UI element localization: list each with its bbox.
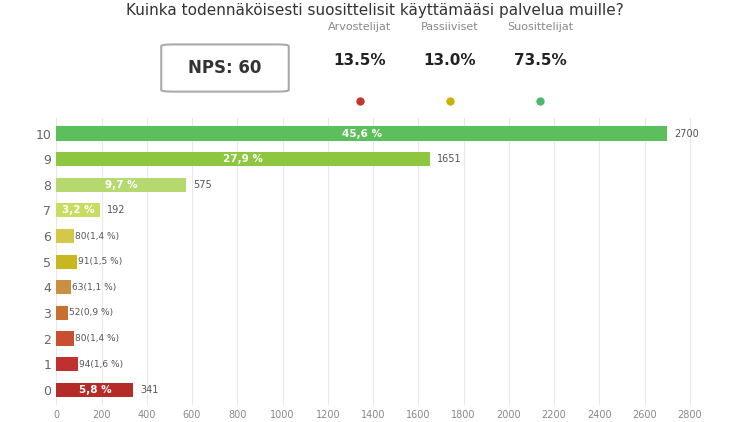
Bar xyxy=(56,178,186,192)
Bar xyxy=(56,229,74,243)
Text: 2700: 2700 xyxy=(674,129,699,138)
Text: 63(1,1 %): 63(1,1 %) xyxy=(72,283,116,292)
Bar xyxy=(56,331,74,346)
Text: 3,2 %: 3,2 % xyxy=(62,206,94,215)
Bar xyxy=(56,357,77,371)
Bar xyxy=(56,203,100,217)
FancyBboxPatch shape xyxy=(161,44,289,92)
Bar xyxy=(56,127,668,141)
Text: 13.0%: 13.0% xyxy=(424,53,476,68)
Text: NPS: 60: NPS: 60 xyxy=(188,59,262,77)
Text: Kuinka todennäköisesti suosittelisit käyttämääsi palvelua muille?: Kuinka todennäköisesti suosittelisit käy… xyxy=(126,3,624,18)
Text: 27,9 %: 27,9 % xyxy=(223,154,263,164)
Text: 1651: 1651 xyxy=(436,154,461,164)
Text: Passiiviset: Passiiviset xyxy=(422,22,478,32)
Text: Arvostelijat: Arvostelijat xyxy=(328,22,392,32)
Text: 575: 575 xyxy=(194,180,212,190)
Bar xyxy=(56,306,68,320)
Text: 80(1,4 %): 80(1,4 %) xyxy=(76,334,119,343)
Text: 52(0,9 %): 52(0,9 %) xyxy=(69,308,113,317)
Text: 73.5%: 73.5% xyxy=(514,53,566,68)
Text: 341: 341 xyxy=(140,385,158,395)
Text: 91(1,5 %): 91(1,5 %) xyxy=(78,257,122,266)
Text: 13.5%: 13.5% xyxy=(334,53,386,68)
Text: 192: 192 xyxy=(106,206,125,215)
Text: Suosittelijat: Suosittelijat xyxy=(507,22,573,32)
Text: 94(1,6 %): 94(1,6 %) xyxy=(79,360,123,369)
Bar xyxy=(56,280,70,294)
Text: 9,7 %: 9,7 % xyxy=(105,180,137,190)
Bar xyxy=(56,152,430,166)
Text: 5,8 %: 5,8 % xyxy=(79,385,111,395)
Bar xyxy=(56,383,134,397)
Bar xyxy=(56,254,76,269)
Text: 45,6 %: 45,6 % xyxy=(342,129,382,138)
Text: 80(1,4 %): 80(1,4 %) xyxy=(76,232,119,241)
